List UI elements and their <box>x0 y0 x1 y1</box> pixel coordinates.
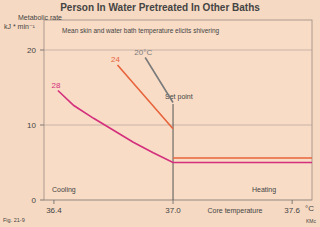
x-unit: °C <box>305 204 314 213</box>
chart: Person In Water Pretreated In Other Bath… <box>0 0 320 227</box>
figure-label: Fig. 21-9 <box>3 217 25 223</box>
cooling-label: Cooling <box>52 186 76 194</box>
x-tick-label: 37.0 <box>165 206 181 215</box>
x-label: Core temperature <box>208 207 263 215</box>
plot-frame <box>44 20 312 200</box>
series-label: 24 <box>111 55 120 64</box>
annotation: Mean skin and water bath temperature eli… <box>62 27 220 35</box>
grid-line <box>44 125 312 126</box>
series-line <box>118 65 313 158</box>
heating-label: Heating <box>252 186 276 194</box>
y-tick-label: 10 <box>27 121 36 130</box>
y-tick <box>40 200 44 201</box>
set-point-line <box>173 104 174 200</box>
y-label: Metabolic rate <box>18 14 62 21</box>
series-label: 28 <box>51 81 60 90</box>
grid-line <box>44 200 312 201</box>
series-label: 20°C <box>134 48 152 57</box>
series-line <box>58 91 312 163</box>
x-tick-label: 37.6 <box>284 206 300 215</box>
title: Person In Water Pretreated In Other Bath… <box>60 2 260 13</box>
x-tick <box>173 200 174 204</box>
series-line <box>145 58 173 103</box>
x-tick-label: 36.4 <box>46 206 62 215</box>
y-unit: kJ * min⁻¹ <box>4 23 36 30</box>
series-group <box>58 58 312 163</box>
x-tick <box>292 200 293 204</box>
y-tick-label: 0 <box>32 196 37 205</box>
grid-line <box>44 50 312 51</box>
y-tick <box>40 125 44 126</box>
x-tick <box>53 200 54 204</box>
y-tick <box>40 50 44 51</box>
y-tick-label: 20 <box>27 46 36 55</box>
credit: KMc <box>306 218 317 224</box>
